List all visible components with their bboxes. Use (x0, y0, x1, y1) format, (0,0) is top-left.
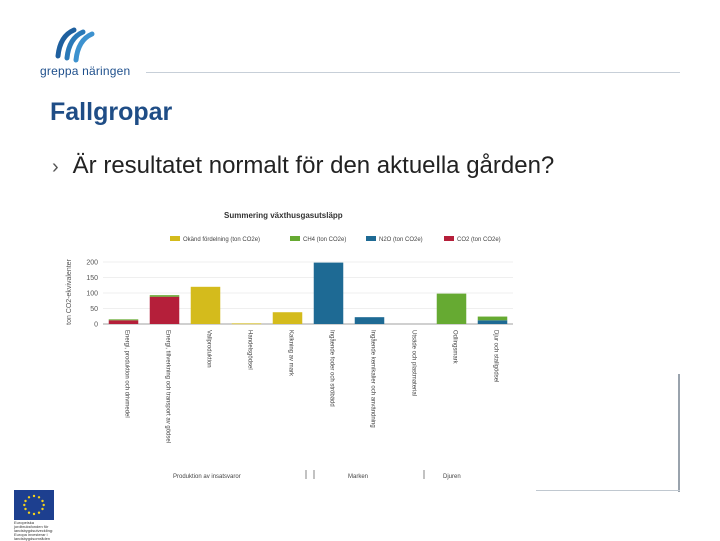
y-tick-label: 150 (86, 275, 98, 282)
bar-segment (190, 286, 221, 324)
emissions-chart: Summering växthusgasutsläpp Okänd fördel… (58, 200, 528, 490)
legend-label: N2O (ton CO2e) (379, 237, 423, 243)
bar-segment (149, 296, 180, 324)
chart-title: Summering växthusgasutsläpp (224, 211, 343, 220)
legend-swatch (290, 236, 300, 241)
bar-segment (436, 293, 467, 324)
bar-segment (149, 295, 180, 297)
bar-segment (354, 317, 385, 324)
x-tick-label: Odlingsmark (452, 330, 458, 365)
chart-svg: Summering växthusgasutsläpp Okänd fördel… (66, 211, 513, 480)
y-tick-label: 200 (86, 260, 98, 267)
bar-segment (477, 316, 508, 321)
bar-segment (231, 323, 262, 325)
slide-title: Fallgropar (50, 98, 173, 126)
frame-rule-vertical (678, 374, 680, 492)
legend-swatch (444, 236, 454, 241)
y-tick-label: 50 (90, 306, 98, 313)
x-tick-label: Djur och stallgödsel (493, 330, 499, 382)
bullet-chevron-icon: › (52, 156, 59, 178)
group-label: Produktion av insatsvaror (173, 474, 241, 480)
chart-legend: Okänd fördelning (ton CO2e) CH4 (ton CO2e… (170, 236, 501, 243)
eu-logo: Europeiska jordbruksfonden för landsbygd… (14, 490, 54, 541)
bullet-item: › Är resultatet normalt för den aktuella … (52, 152, 554, 180)
x-tick-label: Energi, produktion och drivmedel (124, 330, 130, 418)
legend-label: Okänd fördelning (ton CO2e) (183, 237, 260, 243)
x-tick-label: Vallproduktion (206, 330, 212, 368)
x-axis-groups: Produktion av insatsvaror Marken Djuren (173, 470, 461, 480)
bar-segment (108, 320, 139, 324)
x-tick-label: Ingående kemikalier och användning (370, 330, 377, 428)
eu-flag-icon (14, 490, 54, 520)
bar-segment (108, 319, 139, 321)
header-divider (146, 72, 680, 73)
x-tick-label: Ingående foder och ströbädd (329, 330, 336, 407)
legend-swatch (170, 236, 180, 241)
x-tick-label: Utsäde och plastmaterial (411, 330, 417, 396)
chart-bars (108, 262, 508, 325)
y-axis-label: ton CO2-ekvivalenter (66, 258, 73, 324)
logo-swoosh-icon (55, 27, 95, 63)
frame-rule-horizontal (536, 490, 680, 491)
bar-segment (477, 320, 508, 324)
x-axis-labels: Energi, produktion och drivmedel Energi, … (124, 330, 499, 443)
group-label: Djuren (443, 474, 461, 480)
eu-logo-caption: Europeiska jordbruksfonden för landsbygd… (14, 520, 54, 541)
bar-segment (272, 312, 303, 324)
legend-swatch (366, 236, 376, 241)
x-tick-label: Handelsgödsel (247, 330, 253, 370)
x-tick-label: Kalkning av mark (288, 330, 294, 377)
y-tick-label: 100 (86, 291, 98, 298)
group-label: Marken (348, 474, 368, 480)
logo-text: greppa näringen (40, 64, 131, 78)
legend-label: CO2 (ton CO2e) (457, 237, 501, 243)
bar-segment (313, 262, 344, 324)
legend-label: CH4 (ton CO2e) (303, 237, 346, 243)
y-tick-label: 0 (94, 322, 98, 329)
greppa-naringen-logo: greppa näringen (40, 24, 150, 80)
x-tick-label: Energi, tillverkning och transport av gö… (165, 330, 171, 443)
bullet-text: Är resultatet normalt för den aktuella g… (72, 152, 555, 179)
